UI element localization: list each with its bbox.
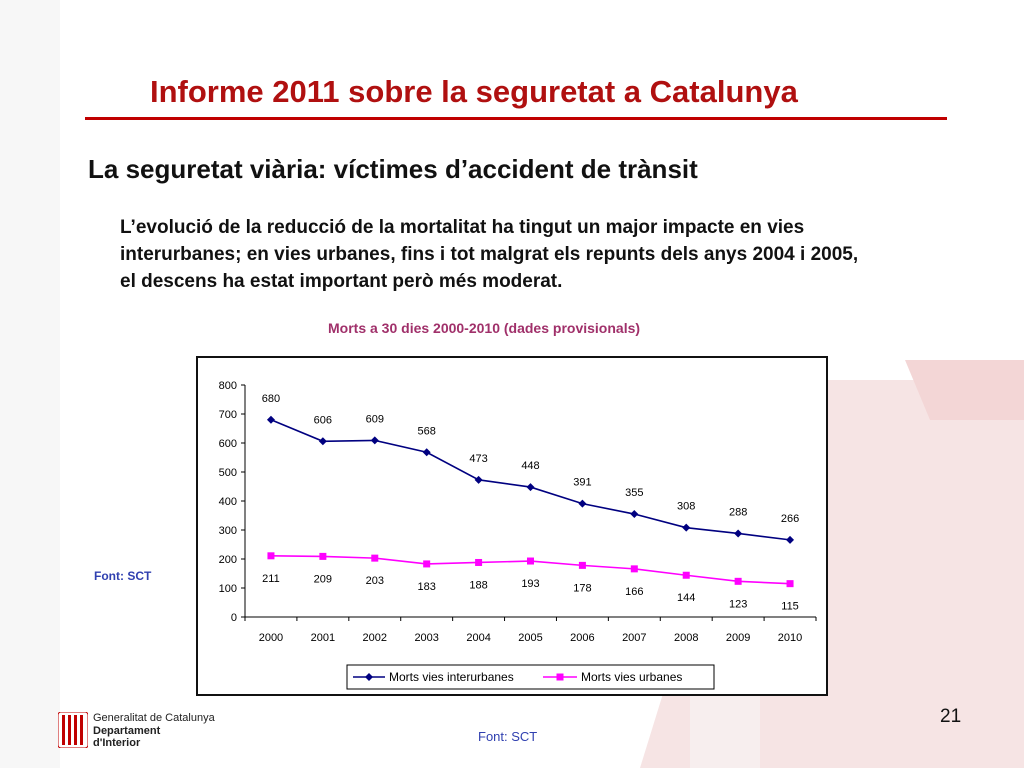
data-label: 123	[729, 598, 747, 610]
senyera-logo-icon	[58, 712, 88, 748]
x-tick-label: 2010	[778, 632, 802, 644]
data-label: 473	[469, 453, 487, 465]
legend-marker-interurban	[365, 673, 373, 681]
data-point-urban	[527, 557, 534, 565]
data-point-urban	[319, 552, 327, 560]
page-title: Informe 2011 sobre la seguretat a Catalu…	[150, 74, 798, 109]
data-label: 203	[366, 575, 384, 587]
data-label: 266	[781, 513, 799, 525]
x-tick-label: 2004	[466, 632, 490, 644]
legend-marker-urban	[556, 673, 564, 681]
series-line-interurban	[270, 419, 791, 541]
data-point-urban	[630, 565, 638, 573]
y-tick-label: 800	[219, 380, 237, 392]
x-tick-label: 2007	[622, 632, 646, 644]
data-label: 606	[314, 414, 332, 426]
chart-container: 0 100 200 300 400 500 600 700 800 2000 2001 2002 200…	[196, 356, 828, 696]
data-point-interurban	[318, 437, 327, 446]
data-label: 166	[625, 586, 643, 598]
y-tick-label: 500	[219, 467, 237, 479]
data-label: 609	[366, 413, 384, 425]
generalitat-logo: Generalitat de Catalunya Departament d'I…	[58, 710, 218, 750]
x-tick-label: 2009	[726, 632, 750, 644]
data-label: 183	[418, 581, 436, 593]
y-tick-label: 600	[219, 438, 237, 450]
section-subtitle: La seguretat viària: víctimes d’accident…	[88, 154, 698, 184]
data-point-urban	[734, 577, 742, 585]
legend-label-urban: Morts vies urbanes	[581, 670, 682, 684]
x-tick-label: 2002	[363, 632, 387, 644]
y-tick-label: 0	[231, 612, 237, 624]
title-divider	[85, 117, 947, 120]
data-point-interurban	[630, 510, 639, 519]
data-point-interurban	[474, 475, 483, 484]
x-tick-label: 2001	[311, 632, 335, 644]
data-label: 448	[521, 460, 539, 472]
data-point-interurban	[266, 415, 275, 424]
data-point-interurban	[370, 436, 379, 445]
chart-title: Morts a 30 dies 2000-2010 (dades provisi…	[328, 320, 641, 336]
x-tick-label: 2000	[259, 632, 283, 644]
data-label: 209	[314, 573, 332, 585]
data-label: 568	[418, 425, 436, 437]
logo-line-3: d'Interior	[93, 737, 141, 749]
data-label: 188	[469, 579, 487, 591]
data-point-interurban	[422, 448, 431, 457]
data-label: 178	[573, 582, 591, 594]
line-chart: 0 100 200 300 400 500 600 700 800 2000 2001 2002 200…	[219, 380, 817, 690]
data-point-interurban	[682, 523, 691, 532]
logo-line-1: Generalitat de Catalunya	[93, 712, 215, 724]
data-point-urban	[786, 580, 794, 588]
y-tick-label: 400	[219, 496, 237, 508]
data-label: 115	[781, 601, 799, 613]
data-point-urban	[682, 571, 690, 579]
data-label: 211	[262, 573, 280, 585]
source-note-left: Font: SCT	[94, 569, 152, 583]
data-label: 193	[521, 578, 539, 590]
legend-box	[346, 664, 715, 690]
data-label: 308	[677, 501, 695, 513]
legend-label-interurban: Morts vies interurbanes	[389, 670, 514, 684]
data-point-interurban	[578, 499, 587, 508]
data-point-interurban	[786, 535, 795, 544]
data-point-interurban	[734, 529, 743, 538]
y-tick-label: 200	[219, 554, 237, 566]
x-tick-label: 2006	[570, 632, 594, 644]
data-point-urban	[475, 558, 483, 566]
data-label: 144	[677, 592, 695, 604]
x-tick-label: 2005	[518, 632, 542, 644]
x-tick-label: 2003	[414, 632, 438, 644]
data-point-interurban	[526, 483, 535, 492]
data-point-urban	[423, 560, 431, 568]
logo-line-2: Departament	[93, 725, 161, 737]
data-label: 288	[729, 506, 747, 518]
data-point-urban	[267, 552, 275, 560]
y-tick-label: 700	[219, 409, 237, 421]
data-point-urban	[371, 554, 379, 562]
y-tick-label: 100	[219, 583, 237, 595]
body-paragraph: L’evolució de la reducció de la mortalit…	[120, 217, 859, 292]
data-label: 355	[625, 487, 643, 499]
data-label: 680	[262, 393, 280, 405]
data-label: 391	[573, 477, 591, 489]
y-tick-label: 300	[219, 525, 237, 537]
x-tick-label: 2008	[674, 632, 698, 644]
page-number: 21	[940, 706, 962, 727]
data-point-urban	[578, 561, 586, 569]
source-note-bottom: Font: SCT	[478, 729, 538, 744]
